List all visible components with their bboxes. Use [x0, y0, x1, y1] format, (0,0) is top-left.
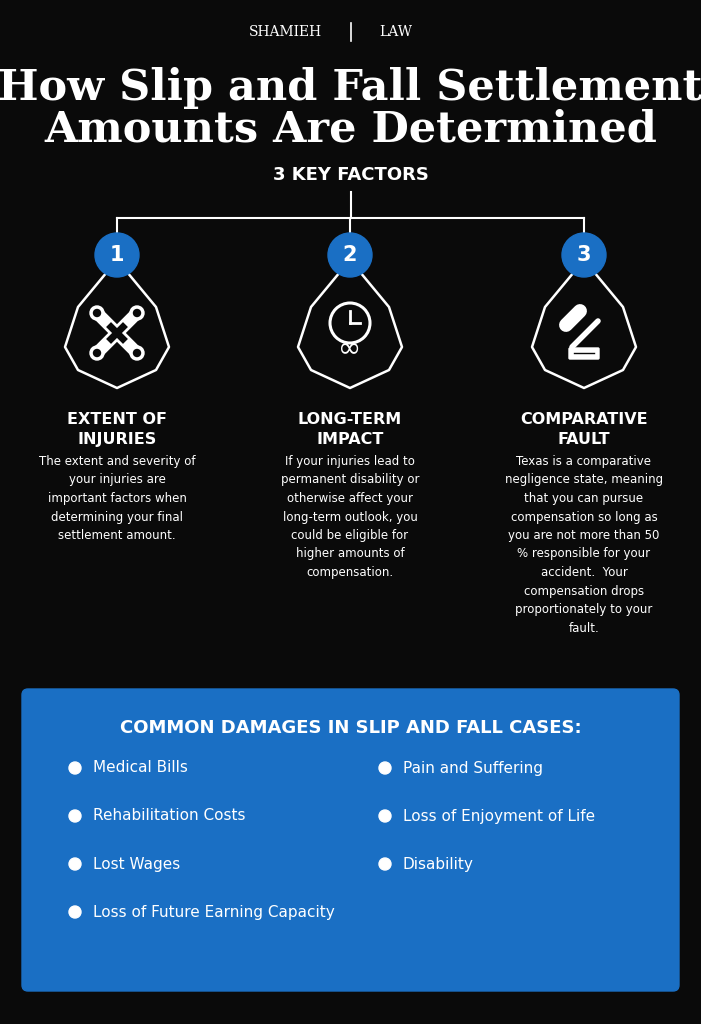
- Text: Loss of Enjoyment of Life: Loss of Enjoyment of Life: [403, 809, 595, 823]
- Text: COMPARATIVE
FAULT: COMPARATIVE FAULT: [520, 412, 648, 446]
- Text: ∞: ∞: [339, 335, 362, 362]
- Circle shape: [90, 306, 104, 319]
- Circle shape: [133, 309, 140, 316]
- Text: 3 KEY FACTORS: 3 KEY FACTORS: [273, 166, 428, 184]
- Text: Lost Wages: Lost Wages: [93, 856, 180, 871]
- Text: 2: 2: [343, 245, 358, 265]
- Circle shape: [379, 810, 391, 822]
- Circle shape: [328, 233, 372, 278]
- Circle shape: [95, 233, 139, 278]
- Text: The extent and severity of
your injuries are
important factors when
determining : The extent and severity of your injuries…: [39, 455, 196, 542]
- Circle shape: [69, 762, 81, 774]
- Circle shape: [93, 349, 100, 356]
- Circle shape: [130, 306, 144, 319]
- Text: LAW: LAW: [379, 25, 412, 39]
- Text: If your injuries lead to
permanent disability or
otherwise affect your
long-term: If your injuries lead to permanent disab…: [280, 455, 419, 579]
- Circle shape: [562, 233, 606, 278]
- Circle shape: [69, 810, 81, 822]
- Polygon shape: [532, 272, 636, 388]
- Polygon shape: [298, 272, 402, 388]
- Text: EXTENT OF
INJURIES: EXTENT OF INJURIES: [67, 412, 167, 446]
- Circle shape: [130, 346, 144, 360]
- Circle shape: [379, 762, 391, 774]
- Text: Medical Bills: Medical Bills: [93, 761, 188, 775]
- Circle shape: [93, 309, 100, 316]
- Circle shape: [69, 906, 81, 918]
- Text: 1: 1: [110, 245, 124, 265]
- Text: LONG-TERM
IMPACT: LONG-TERM IMPACT: [298, 412, 402, 446]
- Text: COMMON DAMAGES IN SLIP AND FALL CASES:: COMMON DAMAGES IN SLIP AND FALL CASES:: [120, 719, 581, 737]
- FancyBboxPatch shape: [22, 689, 679, 991]
- Text: Loss of Future Earning Capacity: Loss of Future Earning Capacity: [93, 904, 335, 920]
- Circle shape: [69, 858, 81, 870]
- Circle shape: [379, 858, 391, 870]
- Text: Texas is a comparative
negligence state, meaning
that you can pursue
compensatio: Texas is a comparative negligence state,…: [505, 455, 663, 635]
- Text: Amounts Are Determined: Amounts Are Determined: [44, 109, 657, 151]
- Text: Pain and Suffering: Pain and Suffering: [403, 761, 543, 775]
- Polygon shape: [65, 272, 169, 388]
- Text: 3: 3: [577, 245, 591, 265]
- Circle shape: [90, 346, 104, 360]
- Text: How Slip and Fall Settlement: How Slip and Fall Settlement: [0, 67, 701, 109]
- Text: SHAMIEH: SHAMIEH: [249, 25, 322, 39]
- Text: Disability: Disability: [403, 856, 474, 871]
- Circle shape: [133, 349, 140, 356]
- FancyBboxPatch shape: [569, 348, 599, 359]
- Text: Rehabilitation Costs: Rehabilitation Costs: [93, 809, 245, 823]
